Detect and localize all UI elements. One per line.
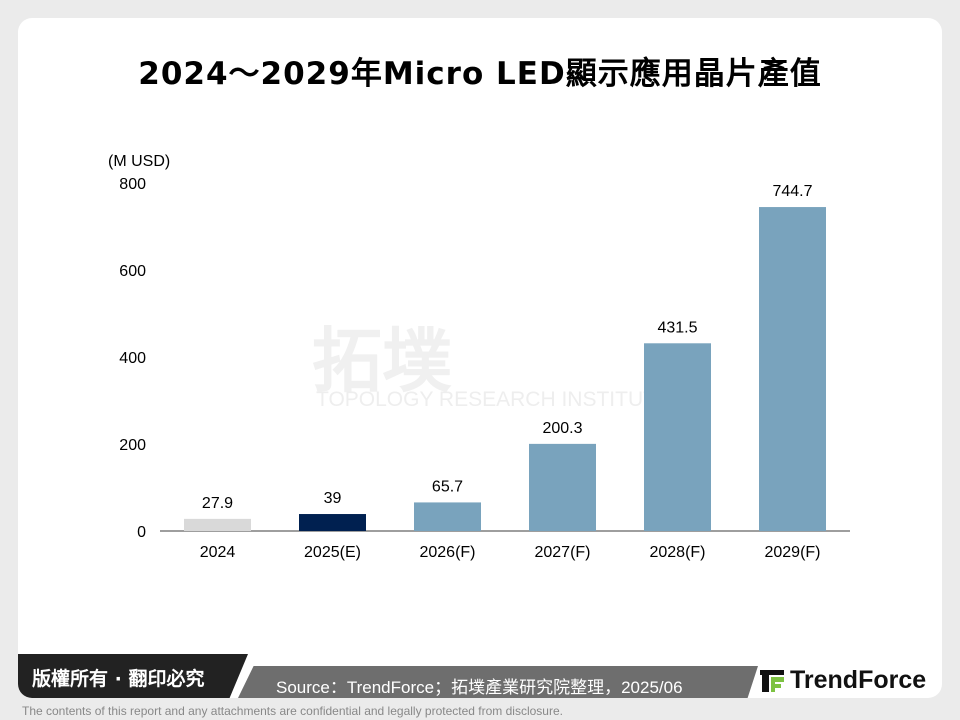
bar-2028(F): [644, 343, 711, 531]
copyright-text: 版權所有 · 翻印必究: [32, 668, 205, 690]
x-tick-label: 2026(F): [419, 544, 475, 561]
bar-2027(F): [529, 443, 596, 531]
bar-2024: [184, 518, 251, 531]
x-tick-label: 2029(F): [764, 544, 820, 561]
data-label: 27.9: [202, 495, 233, 512]
data-label: 431.5: [657, 319, 697, 336]
y-tick-label: 800: [119, 176, 146, 193]
x-tick-label: 2025(E): [304, 544, 361, 561]
y-tick-label: 600: [119, 263, 146, 280]
watermark-cn: 拓墣: [312, 320, 452, 402]
y-axis-unit: (M USD): [108, 153, 170, 170]
y-tick-label: 400: [119, 350, 146, 367]
disclaimer: The contents of this report and any atta…: [22, 704, 563, 718]
source-text: Source：TrendForce；拓墣產業研究院整理，2025/06: [276, 678, 683, 697]
trendforce-logo: TrendForce: [760, 666, 926, 695]
x-tick-label: 2027(F): [534, 544, 590, 561]
watermark-en: TOPOLOGY RESEARCH INSTITUTE: [316, 388, 670, 411]
copyright-banner: 版權所有 · 翻印必究: [18, 654, 248, 698]
data-label: 200.3: [542, 420, 582, 437]
bar-2025(E): [299, 514, 366, 531]
data-label: 39: [324, 490, 342, 507]
data-label: 744.7: [772, 183, 812, 200]
bar-2029(F): [759, 207, 826, 532]
y-tick-label: 0: [137, 524, 146, 541]
y-tick-label: 200: [119, 437, 146, 454]
bar-2026(F): [414, 502, 481, 531]
data-label: 65.7: [432, 478, 463, 495]
chart-title: 2024～2029年Micro LED顯示應用晶片產值: [138, 56, 822, 92]
x-tick-label: 2028(F): [649, 544, 705, 561]
x-tick-label: 2024: [200, 544, 236, 561]
trendforce-logo-icon: [760, 669, 784, 692]
source-banner: Source：TrendForce；拓墣產業研究院整理，2025/06: [238, 666, 758, 698]
trendforce-logo-text: TrendForce: [790, 666, 927, 694]
